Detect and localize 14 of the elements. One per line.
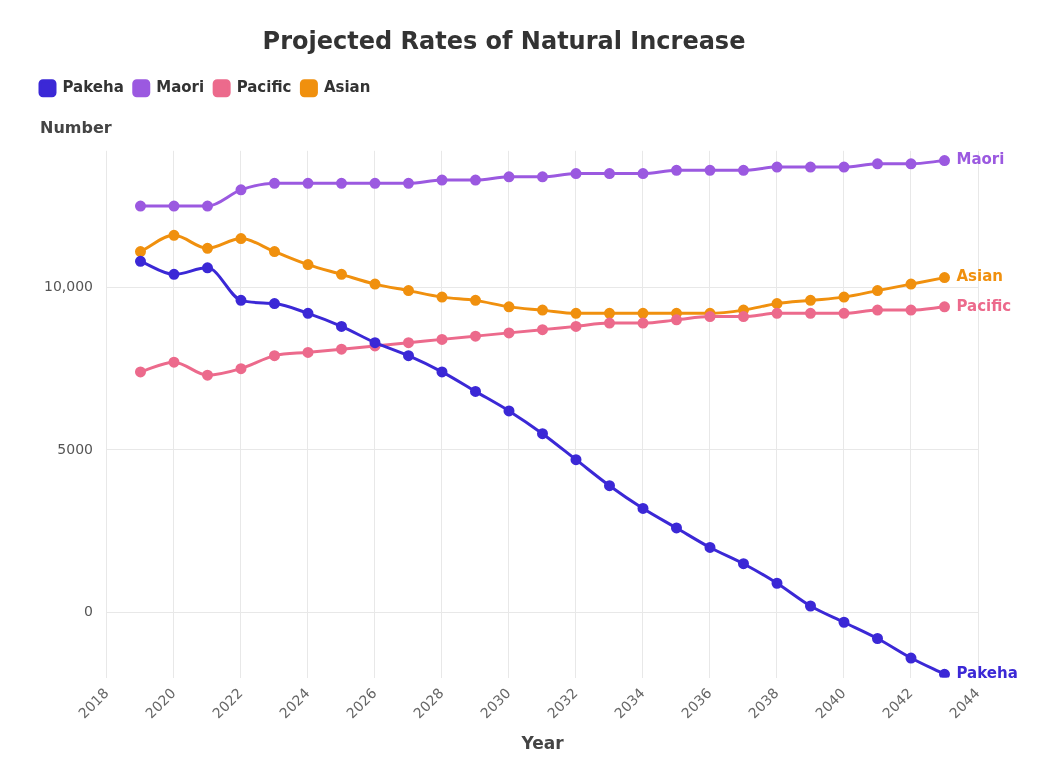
legend-label: Maori <box>156 78 205 97</box>
y-axis-title: Number <box>40 117 112 137</box>
x-axis-title: Year <box>520 733 565 754</box>
y-tick-label: 10,000 <box>43 278 93 294</box>
text: Pakeha <box>956 664 1018 683</box>
text: Pacific <box>956 296 1012 315</box>
chart-title: Projected Rates of Natural Increase <box>262 26 746 55</box>
legend-label: Pakeha <box>62 78 124 97</box>
text: Asian <box>956 267 1003 286</box>
legend-label: Pacific <box>236 78 292 97</box>
legend-label: Asian <box>323 78 371 97</box>
y-tick-label: 5000 <box>57 440 93 457</box>
y-tick-label: 0 <box>84 603 93 620</box>
text: Maori <box>956 150 1005 169</box>
